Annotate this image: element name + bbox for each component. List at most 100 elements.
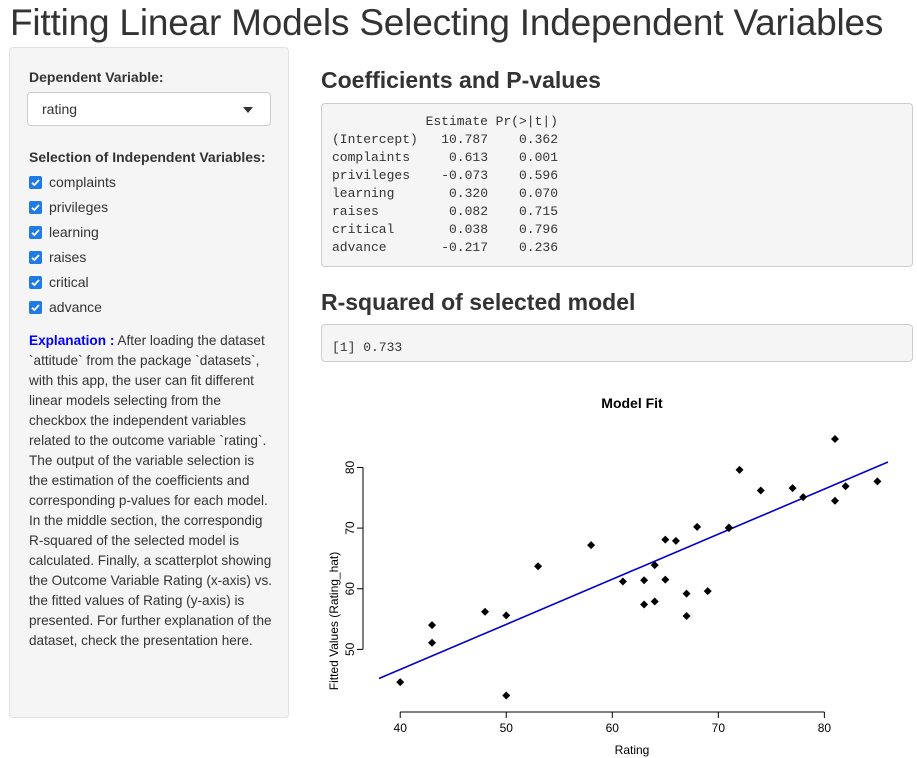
sidebar-panel: Dependent Variable: rating Selection of … (9, 47, 289, 718)
y-axis-label: Fitted Values (Rating_hat) (327, 552, 341, 691)
scatter-point (873, 477, 882, 486)
x-tick-label: 50 (500, 721, 514, 735)
fit-line-layer (378, 461, 889, 680)
checkbox-checked-icon[interactable] (29, 300, 42, 314)
dependent-variable-label: Dependent Variable: (29, 69, 164, 85)
table-row: privileges -0.073 0.596 (332, 167, 558, 185)
checkbox-checked-icon[interactable] (29, 250, 42, 264)
y-tick-label: 70 (343, 521, 357, 535)
model-fit-plot: Model Fit 50 60 70 80 40 50 60 70 80 Rating Fit… (327, 395, 889, 757)
scatter-point (502, 691, 511, 700)
scatter-point (481, 607, 490, 616)
checkbox-raises[interactable]: raises (29, 247, 86, 267)
scatter-point (618, 577, 627, 586)
scatter-point (650, 597, 659, 606)
chart-title: Model Fit (601, 395, 663, 411)
checkbox-label: privileges (49, 199, 109, 215)
table-row: raises 0.082 0.715 (332, 203, 558, 221)
checkbox-advance[interactable]: advance (29, 297, 102, 317)
scatter-points-layer (396, 434, 882, 700)
x-tick-label: 80 (818, 721, 832, 735)
coef-name: complaints (332, 150, 411, 165)
y-tick-label: 50 (343, 642, 357, 656)
y-tick-label: 60 (343, 582, 357, 596)
x-tick-label: 60 (606, 721, 620, 735)
coef-estimate: 10.787 (441, 132, 488, 147)
checkbox-label: raises (49, 249, 87, 265)
checkbox-label: complaints (49, 174, 116, 190)
coefficients-title: Coefficients and P-values (321, 67, 601, 93)
rsquared-value: [1] 0.733 (332, 340, 403, 355)
explanation-paragraph: Explanation : After loading the dataset … (29, 331, 273, 651)
coef-name: raises (332, 204, 379, 219)
caret-down-icon (243, 107, 253, 113)
scatter-point (650, 561, 659, 570)
scatter-point (830, 496, 839, 505)
checkbox-checked-icon[interactable] (29, 200, 42, 214)
checkbox-label: advance (49, 299, 102, 315)
coef-name: (Intercept) (332, 132, 418, 147)
scatter-point (534, 562, 543, 571)
coef-p-value: 0.001 (518, 150, 558, 165)
scatter-point (841, 482, 850, 491)
scatter-point (693, 522, 702, 531)
scatter-point (682, 612, 691, 621)
table-row: advance -0.217 0.236 (332, 239, 558, 257)
scatter-point (428, 638, 437, 647)
independent-variables-label: Selection of Independent Variables: (29, 149, 266, 165)
checkbox-checked-icon[interactable] (29, 275, 42, 289)
coef-p-value: 0.796 (518, 222, 558, 237)
coef-estimate: -0.217 (441, 240, 488, 255)
x-axis-label: Rating (615, 743, 650, 757)
scatter-point (682, 589, 691, 598)
dependent-variable-select[interactable]: rating (27, 92, 271, 126)
scatter-point (587, 541, 596, 550)
scatter-point (502, 611, 511, 620)
checkbox-checked-icon[interactable] (29, 175, 42, 189)
p-value-header: Pr(>|t|) (495, 114, 558, 129)
table-header-row: Estimate Pr(>|t|) (332, 113, 558, 131)
coef-name: advance (332, 240, 387, 255)
coef-estimate: 0.082 (448, 204, 488, 219)
y-tick-label: 80 (343, 460, 357, 474)
scatter-point (703, 587, 712, 596)
table-row: critical 0.038 0.796 (332, 221, 558, 239)
coef-p-value: 0.715 (518, 204, 558, 219)
page-title: Fitting Linear Models Selecting Independ… (10, 2, 884, 43)
estimate-header: Estimate (425, 114, 488, 129)
scatter-point (830, 434, 839, 443)
checkbox-critical[interactable]: critical (29, 272, 89, 292)
regression-line (378, 461, 889, 680)
dependent-variable-value: rating (42, 101, 78, 117)
scatter-point (756, 486, 765, 495)
scatter-point (788, 484, 797, 493)
checkbox-learning[interactable]: learning (29, 222, 99, 242)
coefficients-table: Estimate Pr(>|t|) (Intercept) 10.787 0.3… (332, 113, 558, 257)
y-axis: 50 60 70 80 (343, 460, 364, 656)
scatter-point (396, 678, 405, 687)
x-axis: 40 50 60 70 80 (394, 711, 832, 735)
scatter-point (661, 535, 670, 544)
rsquared-title: R-squared of selected model (321, 289, 636, 315)
checkbox-complaints[interactable]: complaints (29, 172, 116, 192)
x-tick-label: 70 (712, 721, 726, 735)
coef-p-value: 0.236 (518, 240, 558, 255)
explanation-text: After loading the dataset `attitude` fro… (29, 333, 273, 648)
scatter-point (640, 576, 649, 585)
scatter-point (724, 523, 733, 532)
checkbox-checked-icon[interactable] (29, 225, 42, 239)
coef-estimate: 0.038 (448, 222, 488, 237)
scatter-point (428, 621, 437, 630)
checkbox-label: learning (49, 224, 99, 240)
checkbox-privileges[interactable]: privileges (29, 197, 108, 217)
coef-name: critical (332, 222, 395, 237)
coef-name: learning (332, 186, 395, 201)
scatter-point (640, 600, 649, 609)
explanation-heading: Explanation : (29, 333, 115, 348)
coefficients-output: Estimate Pr(>|t|) (Intercept) 10.787 0.3… (321, 103, 913, 267)
table-row: complaints 0.613 0.001 (332, 149, 558, 167)
coef-p-value: 0.070 (518, 186, 558, 201)
scatter-point (735, 465, 744, 474)
table-row: (Intercept) 10.787 0.362 (332, 131, 558, 149)
coef-estimate: 0.613 (448, 150, 488, 165)
